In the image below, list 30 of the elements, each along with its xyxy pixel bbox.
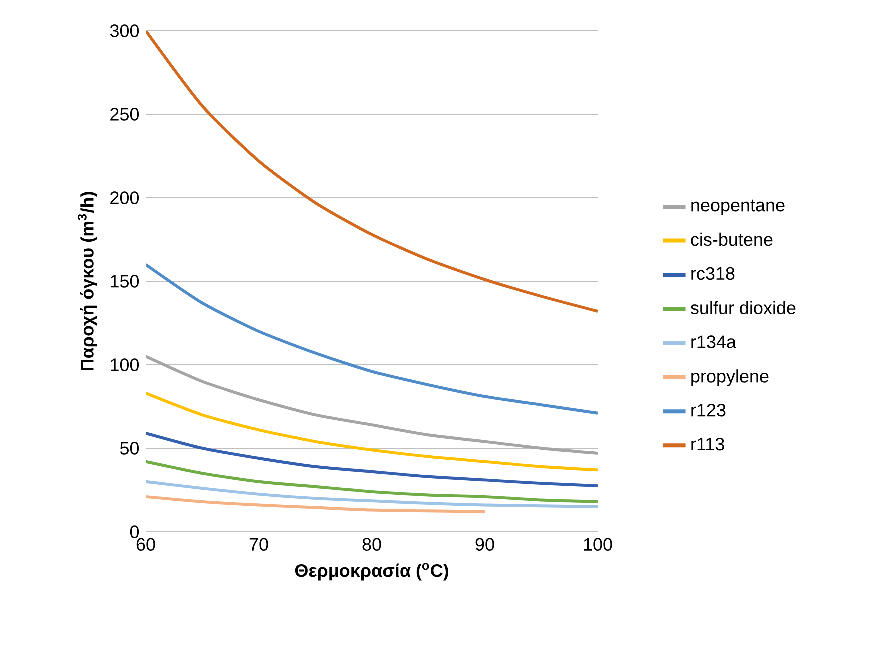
- x-tick-label: 80: [362, 538, 382, 551]
- y-tick-label: 300: [110, 24, 140, 38]
- y-tick-label: 100: [111, 358, 140, 372]
- legend-label: cis-butene: [691, 232, 773, 246]
- y-tick-label: 0: [130, 526, 140, 538]
- line-series: [146, 495, 486, 514]
- y-tick-label: 150: [111, 275, 140, 288]
- x-tick-label: 100: [584, 538, 612, 551]
- legend-label: r113: [692, 438, 724, 451]
- x-tick-label: 60: [136, 538, 156, 551]
- legend-label: propylene: [692, 370, 769, 386]
- line-series: [146, 432, 598, 488]
- x-axis-title: Θερμοκρασία ($^{o}$C): [295, 563, 448, 581]
- legend-label: sulfur dioxide: [690, 301, 796, 314]
- y-axis-title: Παροχή όγκου (m$^{3}$/h): [78, 192, 98, 371]
- line-series: [146, 392, 598, 472]
- legend-label: rc318: [692, 267, 735, 280]
- y-tick-label: 250: [110, 108, 140, 121]
- y-tick-label: 50: [120, 442, 140, 455]
- x-tick-label: 70: [250, 538, 268, 551]
- line-series: [146, 480, 598, 508]
- y-tick-label: 200: [110, 192, 140, 204]
- line-series: [146, 30, 598, 314]
- line-series: [146, 460, 598, 504]
- x-tick-label: 90: [476, 538, 494, 551]
- line-series: [146, 263, 598, 415]
- legend-label: neopentane: [692, 200, 785, 216]
- legend-label: r134a: [692, 336, 736, 348]
- legend-label: r123: [692, 404, 726, 417]
- line-series: [146, 355, 598, 455]
